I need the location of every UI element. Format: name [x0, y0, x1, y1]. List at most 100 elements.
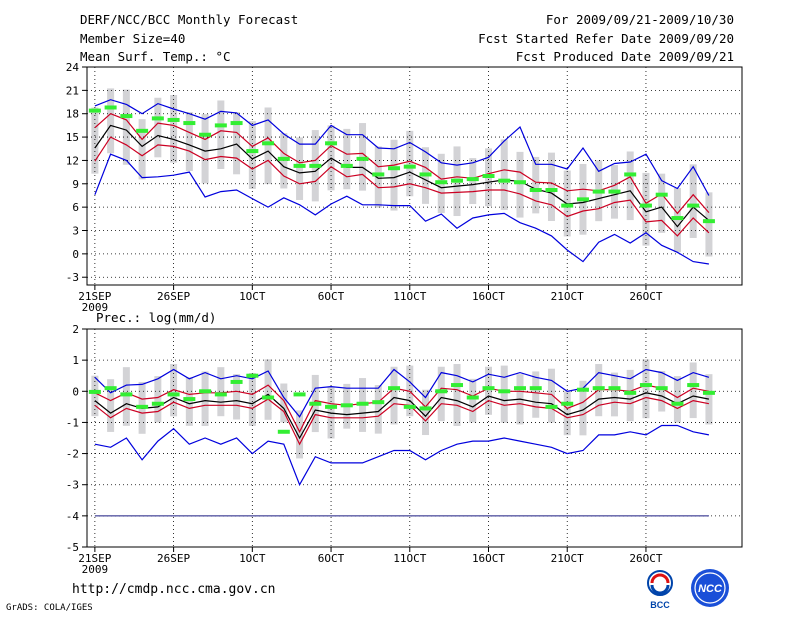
y-tick-label: 9 [72, 178, 79, 191]
obs-marker [325, 141, 338, 146]
chart-title: DERF/NCC/BCC Monthly Forecast [80, 12, 299, 27]
y-tick-label: 0 [72, 248, 79, 261]
x-year-label: 2009 [82, 563, 109, 576]
obs-marker [262, 141, 275, 146]
obs-marker [214, 392, 227, 397]
x-tick-label: 21OCT [551, 552, 584, 565]
spread-box [485, 366, 493, 415]
series-mean [94, 124, 710, 228]
spread-box [107, 88, 115, 154]
obs-marker [482, 174, 495, 178]
logos: BCC NCC [647, 569, 729, 610]
obs-marker [702, 219, 715, 224]
spread-box [233, 374, 241, 420]
plot-frame [86, 66, 743, 286]
ncc-logo: NCC [691, 569, 729, 607]
obs-marker [451, 383, 464, 388]
spread-box [296, 137, 304, 200]
spread-box [437, 366, 445, 422]
obs-marker [451, 178, 464, 183]
spread-box [185, 377, 193, 426]
spread-box [532, 156, 540, 214]
spread-box [359, 123, 367, 191]
forecast-period: For 2009/09/21-2009/10/30 [545, 12, 734, 27]
obs-marker [671, 401, 684, 406]
obs-marker [419, 406, 432, 411]
obs-marker [687, 383, 700, 388]
y-tick-label: 12 [66, 154, 79, 167]
obs-marker [466, 177, 479, 182]
plot-frame [86, 328, 743, 548]
bcc-logo: BCC [647, 570, 673, 610]
y-tick-label: -1 [66, 416, 79, 429]
x-tick-label: 21OCT [551, 290, 584, 303]
spread-box [673, 188, 681, 253]
obs-marker [230, 379, 243, 384]
y-tick-label: 18 [66, 108, 79, 121]
x-tick-label: 26SEP [157, 290, 190, 303]
obs-marker [482, 386, 495, 391]
website-url[interactable]: http://cmdp.ncc.cma.gov.cn [72, 582, 276, 597]
y-tick-label: 6 [72, 201, 79, 214]
obs-marker [498, 178, 511, 183]
obs-marker [356, 401, 369, 406]
bcc-logo-text: BCC [650, 600, 670, 610]
y-tick-label: 15 [66, 131, 79, 144]
forecast-start-date: Fcst Started Refer Date 2009/09/20 [478, 31, 734, 46]
y-tick-label: 0 [72, 385, 79, 398]
spread-box [138, 119, 146, 180]
y-tick-label: 24 [66, 61, 80, 74]
obs-marker [372, 172, 385, 177]
obs-marker [576, 387, 589, 392]
member-size: Member Size=40 [80, 31, 186, 46]
y-tick-label: -3 [66, 479, 79, 492]
x-tick-label: 6OCT [318, 290, 345, 303]
spread-box [390, 366, 398, 425]
spread-box [91, 107, 99, 174]
obs-marker [529, 188, 542, 193]
spread-box [201, 371, 209, 427]
spread-box [422, 389, 430, 436]
spread-box [626, 369, 634, 422]
obs-marker [151, 401, 164, 406]
obs-marker [167, 117, 180, 122]
y-tick-label: -2 [66, 448, 79, 461]
x-tick-label: 26SEP [157, 552, 190, 565]
obs-marker [293, 392, 306, 397]
series-min [94, 153, 709, 265]
obs-marker [608, 386, 621, 391]
obs-marker [624, 172, 637, 177]
obs-marker [655, 386, 668, 391]
y-tick-label: -3 [66, 271, 79, 284]
obs-marker [403, 164, 416, 169]
obs-marker [498, 389, 511, 394]
obs-marker [545, 404, 558, 409]
obs-marker [340, 163, 353, 168]
obs-marker [246, 149, 259, 154]
obs-marker [592, 189, 605, 194]
spread-box [705, 192, 713, 257]
y-tick-label: 1 [72, 354, 79, 367]
obs-marker [309, 163, 322, 168]
spread-box [658, 371, 666, 412]
obs-marker [277, 429, 290, 434]
y-tick-label: 2 [72, 323, 79, 336]
y-tick-label: 3 [72, 225, 79, 238]
series-max [94, 368, 710, 418]
grads-credit: GrADS: COLA/IGES [6, 603, 93, 613]
obs-marker [104, 386, 117, 391]
series-max [94, 99, 710, 196]
obs-marker [702, 390, 715, 395]
obs-marker [561, 203, 574, 208]
spread-box [500, 139, 508, 210]
obs-marker [167, 392, 180, 397]
spread-box [185, 112, 193, 172]
obs-marker [655, 192, 668, 197]
series-upper [94, 113, 710, 215]
series-min [94, 424, 710, 487]
obs-marker [592, 386, 605, 391]
obs-marker [88, 108, 101, 113]
forecast-produced-date: Fcst Produced Date 2009/09/21 [515, 49, 734, 64]
spread-box [610, 372, 618, 417]
